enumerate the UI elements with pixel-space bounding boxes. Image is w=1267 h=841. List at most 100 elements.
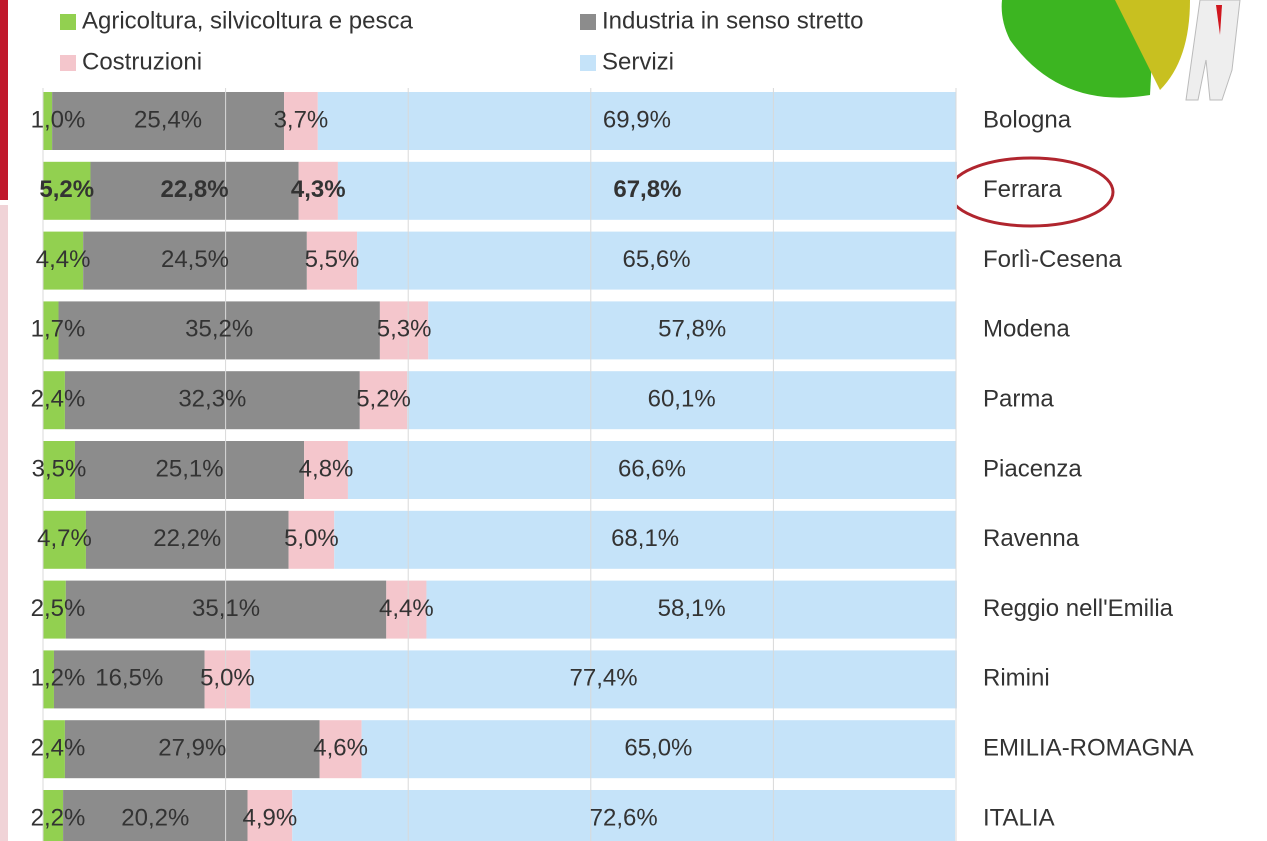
- category-label: Ferrara: [983, 176, 1062, 203]
- value-label: 67,8%: [613, 176, 681, 203]
- bar-segment: [58, 301, 380, 360]
- value-label: 72,6%: [590, 804, 658, 831]
- category-label: Parma: [983, 386, 1054, 413]
- bar-segment: [428, 301, 956, 360]
- value-label: 35,2%: [185, 316, 253, 343]
- category-label: Bologna: [983, 106, 1072, 133]
- legend-swatch: [580, 55, 596, 71]
- bar-segment: [43, 92, 53, 150]
- value-label: 4,6%: [313, 735, 368, 762]
- bar-segment: [43, 510, 86, 569]
- category-label: Modena: [983, 316, 1070, 343]
- value-label: 68,1%: [611, 525, 679, 552]
- value-label: 4,7%: [37, 525, 92, 552]
- value-label: 4,9%: [243, 804, 298, 831]
- value-label: 35,1%: [192, 595, 260, 622]
- bar-segment: [337, 161, 957, 220]
- bar-segment: [43, 650, 54, 709]
- value-label: 2,5%: [31, 595, 86, 622]
- value-label: 65,6%: [623, 246, 691, 273]
- bar-segment: [74, 441, 305, 499]
- bar-segment: [334, 510, 956, 569]
- bar-segment: [292, 790, 956, 841]
- bar-segment: [357, 231, 956, 290]
- bar-segment: [306, 231, 358, 290]
- bar-segment: [426, 580, 957, 639]
- bar-segment: [379, 301, 429, 360]
- bar-segment: [43, 790, 64, 841]
- value-label: 27,9%: [158, 735, 226, 762]
- bar-segment: [53, 650, 205, 709]
- value-label: 5,3%: [377, 316, 432, 343]
- category-label: Piacenza: [983, 455, 1082, 482]
- value-label: 4,4%: [379, 595, 434, 622]
- value-label: 22,8%: [161, 176, 229, 203]
- value-label: 16,5%: [95, 665, 163, 692]
- legend-swatch: [580, 14, 596, 30]
- bar-segment: [43, 580, 66, 639]
- value-label: 65,0%: [624, 735, 692, 762]
- category-label: Ravenna: [983, 525, 1080, 552]
- legend-label: Agricoltura, silvicoltura e pesca: [82, 7, 413, 34]
- bar-segment: [407, 371, 956, 430]
- value-label: 4,4%: [36, 246, 91, 273]
- bar-segment: [386, 580, 427, 639]
- bar-segment: [64, 720, 320, 779]
- value-label: 1,7%: [31, 316, 86, 343]
- value-label: 25,4%: [134, 106, 202, 133]
- legend-swatch: [60, 14, 76, 30]
- value-label: 5,5%: [305, 246, 360, 273]
- value-label: 77,4%: [570, 665, 638, 692]
- bar-segment: [204, 650, 251, 709]
- bar-segment: [52, 92, 285, 150]
- value-label: 20,2%: [121, 804, 189, 831]
- category-label: Forlì-Cesena: [983, 246, 1122, 273]
- value-label: 69,9%: [603, 106, 671, 133]
- bar-segment: [347, 441, 956, 499]
- bar-segment: [63, 790, 248, 841]
- value-label: 4,8%: [299, 455, 354, 482]
- value-label: 1,2%: [31, 665, 86, 692]
- bar-segment: [90, 161, 299, 220]
- bar-segment: [361, 720, 956, 779]
- bar-segment: [85, 510, 289, 569]
- bar-segment: [83, 231, 307, 290]
- value-label: 5,0%: [200, 665, 255, 692]
- value-label: 5,2%: [356, 386, 411, 413]
- bar-segment: [43, 720, 65, 779]
- value-label: 2,4%: [31, 386, 86, 413]
- bar-segment: [43, 161, 91, 220]
- bar-segment: [284, 92, 318, 150]
- bar-segment: [247, 790, 293, 841]
- value-label: 3,5%: [32, 455, 87, 482]
- value-label: 1,0%: [31, 106, 86, 133]
- side-stripe-light: [0, 205, 8, 841]
- value-label: 2,4%: [31, 735, 86, 762]
- category-label: ITALIA: [983, 804, 1055, 831]
- side-stripe: [0, 0, 8, 200]
- bar-segment: [43, 231, 84, 290]
- value-label: 57,8%: [658, 316, 726, 343]
- pie-icon: [1001, 0, 1241, 101]
- category-label: Rimini: [983, 665, 1050, 692]
- bar-segment: [288, 510, 335, 569]
- legend-label: Costruzioni: [82, 48, 202, 75]
- value-label: 24,5%: [161, 246, 229, 273]
- value-label: 66,6%: [618, 455, 686, 482]
- value-label: 22,2%: [153, 525, 221, 552]
- value-label: 5,0%: [284, 525, 339, 552]
- bar-segment: [359, 371, 408, 430]
- bar-segment: [319, 720, 362, 779]
- value-label: 4,3%: [291, 176, 346, 203]
- legend-swatch: [60, 55, 76, 71]
- value-label: 5,2%: [39, 176, 94, 203]
- bar-segment: [43, 371, 65, 430]
- category-label: EMILIA-ROMAGNA: [983, 735, 1194, 762]
- bar-segment: [250, 650, 957, 709]
- bar-segment: [304, 441, 348, 499]
- value-label: 58,1%: [658, 595, 726, 622]
- value-label: 25,1%: [156, 455, 224, 482]
- legend-label: Industria in senso stretto: [602, 7, 863, 34]
- legend-label: Servizi: [602, 48, 674, 75]
